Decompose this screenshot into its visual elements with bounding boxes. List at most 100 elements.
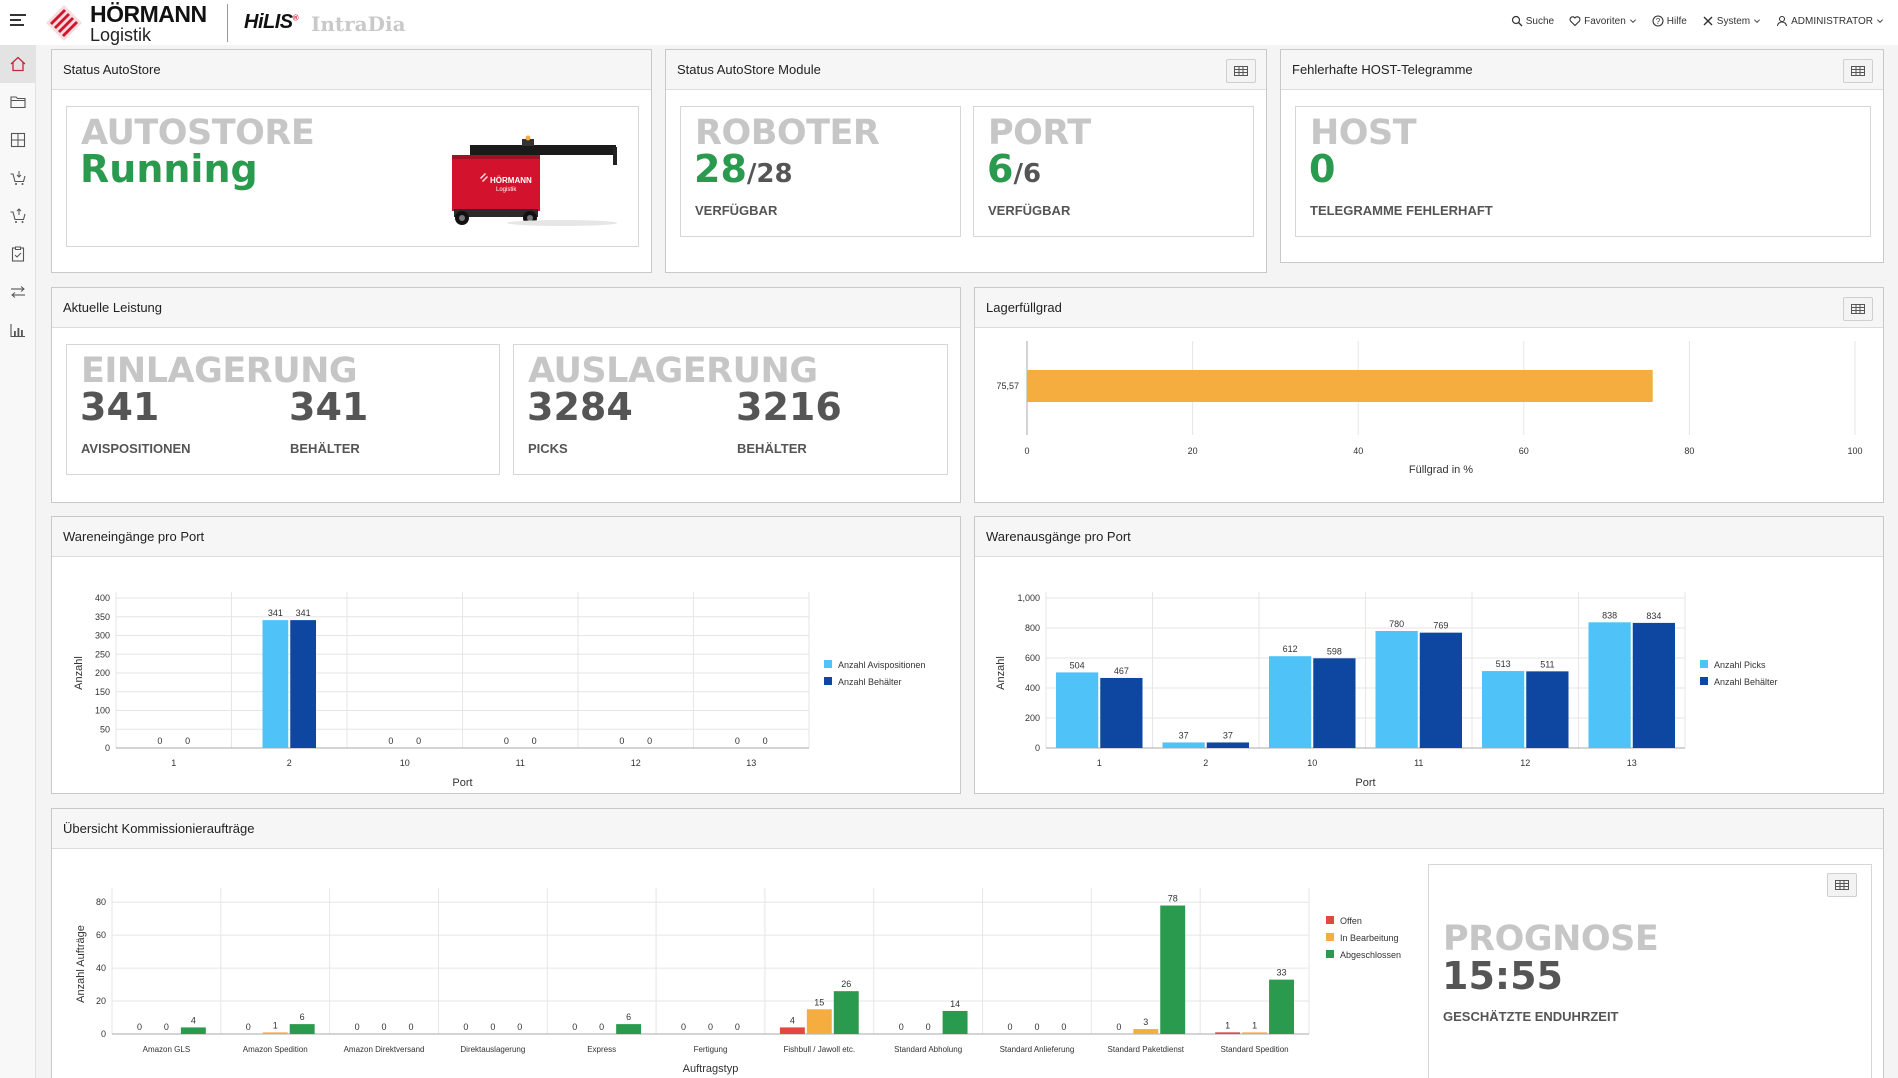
bar [1482,671,1525,748]
hoermann-logo[interactable]: HÖRMANN Logistik [44,2,207,44]
panel-title: Lagerfüllgrad [975,288,1883,328]
favorites-menu[interactable]: Favoriten [1569,15,1637,27]
x-tick-label: 0 [1024,446,1029,456]
bar [1375,631,1418,748]
sidebar-item-home[interactable] [0,45,36,83]
y-tick-label: 400 [95,593,110,603]
legend-swatch [1700,660,1708,668]
y-tick-label: 250 [95,649,110,659]
x-tick-label: 20 [1188,446,1198,456]
y-tick-label: 0 [1035,743,1040,753]
data-label: 0 [504,736,509,746]
sidebar-item-reports[interactable] [0,311,36,349]
inbound-positions-value: 341 [80,385,160,429]
search-link[interactable]: Suche [1511,15,1554,27]
x-tick-label: Direktauslagerung [460,1045,525,1054]
y-tick-label: 80 [96,897,106,907]
picking-orders-panel: Übersicht Kommissionieraufträge 0 20 40 60 8… [51,808,1884,1078]
y-axis-title: Anzahl Aufträge [75,925,87,1003]
data-label: 467 [1114,666,1129,676]
x-tick-label: 2 [1203,758,1208,768]
bar [1206,742,1249,748]
sidebar-item-folder[interactable] [0,83,36,121]
x-tick-label: Standard Abholung [894,1045,962,1054]
search-label: Suche [1525,15,1555,27]
ports-total: /6 [1013,159,1042,189]
hoermann-logo-mark-icon [44,3,84,43]
data-label: 0 [517,1022,522,1032]
data-label: 504 [1070,660,1085,670]
table-icon [1851,304,1865,314]
robots-value: 28/28 [694,147,793,191]
y-tick-label: 200 [95,668,110,678]
panel-title: Übersicht Kommissionieraufträge [52,809,1883,849]
x-axis-title: Füllgrad in % [1409,464,1473,476]
menu-toggle-icon[interactable] [10,14,26,28]
sidebar-item-transfer[interactable] [0,273,36,311]
table-view-button[interactable] [1226,59,1256,83]
data-label: 0 [735,1022,740,1032]
outbound-card: AUSLAGERUNG 3284 PICKS 3216 BEHÄLTER [513,344,948,475]
legend-label: Anzahl Avispositionen [838,660,925,670]
storage-fill-panel: Lagerfüllgrad 0 20 40 60 80 100 75,57 Füllgrad … [974,287,1884,503]
x-tick-label: Amazon GLS [143,1045,191,1054]
user-menu[interactable]: ADMINISTRATOR [1776,15,1884,27]
y-tick-label: 300 [95,631,110,641]
bar [290,620,316,748]
data-label: 0 [164,1022,169,1032]
data-label: 4 [790,1015,795,1025]
bar [1133,1029,1159,1034]
data-label: 4 [191,1015,196,1025]
table-icon [1835,880,1849,890]
data-label: 0 [157,736,162,746]
table-icon [1851,66,1865,76]
chevron-down-icon [1629,19,1636,23]
x-tick-label: 1 [171,758,176,768]
table-view-button[interactable] [1843,59,1873,83]
panel-title: Warenausgänge pro Port [975,517,1883,557]
data-label: 3 [1143,1017,1148,1027]
bar [1632,622,1675,748]
bar [1419,632,1462,748]
favorites-label: Favoriten [1584,15,1626,27]
sidebar [0,45,36,1078]
ports-label: PORT [988,113,1091,153]
logo-divider [227,4,228,42]
x-tick-label: 12 [631,758,641,768]
help-icon: ? [1652,15,1664,27]
data-label: 0 [416,736,421,746]
help-link[interactable]: ? Hilfe [1652,15,1687,27]
data-label: 0 [246,1022,251,1032]
home-icon [10,56,26,72]
panel-title: Status AutoStore [52,50,651,90]
data-label: 513 [1496,659,1511,669]
forecast-label: PROGNOSE [1443,919,1659,959]
table-view-button[interactable] [1843,297,1873,321]
heart-icon [1569,16,1581,27]
inbound-containers-label: BEHÄLTER [290,441,360,456]
robots-sub: VERFÜGBAR [695,203,778,218]
sidebar-item-cart-out[interactable] [0,197,36,235]
table-view-button[interactable] [1827,873,1857,897]
data-label: 0 [681,1022,686,1032]
x-tick-label: Express [587,1045,616,1054]
autostore-robot-image: HÖRMANN Logistik [452,125,624,229]
x-tick-label: 2 [287,758,292,768]
y-tick-label: 75,57 [996,381,1019,391]
status-autostore-panel: Status AutoStore AUTOSTORE Running HÖRMA… [51,49,652,273]
sidebar-item-cart-in[interactable] [0,159,36,197]
x-tick-label: Standard Paketdienst [1108,1045,1185,1054]
legend-swatch [1326,950,1334,958]
data-label: 1 [273,1020,278,1030]
inbound-positions-label: AVISPOSITIONEN [81,441,191,456]
bar [262,1032,288,1034]
chart-icon [10,324,25,338]
x-tick-label: 40 [1353,446,1363,456]
sidebar-item-clipboard[interactable] [0,235,36,273]
sidebar-item-grid[interactable] [0,121,36,159]
panel-title: Aktuelle Leistung [52,288,960,328]
data-label: 1 [1252,1020,1257,1030]
system-menu[interactable]: System [1702,15,1761,27]
